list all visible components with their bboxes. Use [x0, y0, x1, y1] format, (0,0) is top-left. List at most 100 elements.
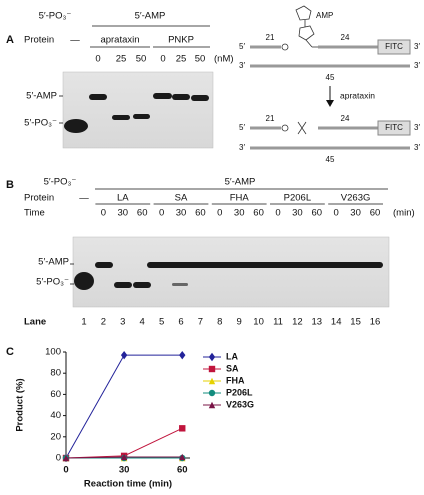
y-tick-label: 20 — [50, 431, 61, 442]
lane-number: 16 — [370, 317, 381, 328]
time: 30 — [176, 208, 187, 219]
x-tick-label: 30 — [119, 465, 130, 476]
lane-number: 5 — [159, 317, 164, 328]
lane-number: 11 — [273, 317, 283, 328]
gel-b — [72, 236, 390, 308]
legend-label: FHA — [226, 375, 245, 385]
length: 24 — [341, 33, 350, 42]
time: 30 — [118, 208, 129, 219]
dash: — — [79, 193, 89, 204]
group-label: V263G — [341, 193, 371, 204]
marker — [208, 352, 216, 362]
fitc-box — [377, 120, 411, 136]
length: 21 — [266, 114, 275, 123]
x-axis-label: Reaction time (min) — [84, 479, 172, 490]
marker — [120, 350, 128, 360]
marker — [208, 389, 216, 397]
marker — [62, 454, 70, 462]
time: 0 — [275, 208, 280, 219]
group-label: SA — [175, 193, 188, 204]
strand-end: 3′ — [414, 143, 420, 152]
time: 60 — [253, 208, 264, 219]
header-label: 5′-AMP — [225, 177, 256, 188]
group-label: aprataxin — [100, 35, 139, 46]
enzyme: aprataxin — [340, 90, 375, 100]
band-label: 5′-AMP — [38, 257, 69, 268]
fitc: FITC — [385, 123, 403, 132]
gel-a-bands — [64, 93, 209, 133]
length: 45 — [326, 155, 335, 164]
concentration: 50 — [136, 54, 147, 65]
concentration: 25 — [176, 54, 187, 65]
fitc-box — [377, 39, 411, 55]
time: 60 — [195, 208, 206, 219]
gel-a — [62, 71, 214, 149]
header-label: 5′-PO₃⁻ — [44, 177, 77, 188]
underlines — [59, 25, 388, 285]
row-label: Lane — [24, 317, 46, 328]
lane-number: 15 — [350, 317, 361, 328]
band-label: 5′-AMP — [26, 91, 57, 102]
y-tick-label: 60 — [50, 389, 61, 400]
legend-label: V263G — [226, 399, 254, 409]
lane-number: 2 — [101, 317, 106, 328]
row-label: Protein — [24, 35, 54, 46]
marker — [208, 377, 216, 385]
length: 21 — [266, 33, 275, 42]
header-label: 5′-AMP — [135, 11, 166, 22]
time: 60 — [137, 208, 148, 219]
length: 24 — [341, 114, 350, 123]
lane-number: 13 — [312, 317, 323, 328]
legend-label: P206L — [226, 387, 253, 397]
lane-number: 7 — [198, 317, 203, 328]
fitc: FITC — [385, 42, 403, 51]
time: 60 — [312, 208, 323, 219]
lane-number: 9 — [237, 317, 242, 328]
marker — [208, 365, 216, 373]
lane-number: 10 — [253, 317, 264, 328]
legend-label: LA — [226, 351, 238, 361]
marker — [208, 401, 216, 409]
concentration: 25 — [116, 54, 127, 65]
time: 30 — [350, 208, 361, 219]
group-label: PNKP — [168, 35, 194, 46]
time: 30 — [292, 208, 303, 219]
concentration: 0 — [160, 54, 165, 65]
time: 0 — [334, 208, 339, 219]
time: 30 — [234, 208, 245, 219]
lane-number: 8 — [217, 317, 222, 328]
y-axis-label: Product (%) — [15, 378, 26, 431]
strand-end: 3′ — [239, 61, 245, 70]
y-tick-label: 100 — [45, 347, 61, 358]
time: 0 — [217, 208, 222, 219]
marker — [179, 453, 186, 461]
time: 0 — [159, 208, 164, 219]
x-tick-label: 60 — [177, 465, 188, 476]
header-label: 5′-PO₃⁻ — [39, 11, 72, 22]
diagram-chem — [281, 5, 318, 135]
band-label: 5′-PO₃⁻ — [24, 118, 57, 129]
strand-end: 5′ — [239, 42, 245, 51]
strand-end: 5′ — [239, 123, 245, 132]
unit: (min) — [393, 208, 415, 219]
strand-end: 3′ — [414, 123, 420, 132]
amp-label: AMP — [316, 11, 333, 20]
group-label: FHA — [230, 193, 250, 204]
marker — [179, 350, 186, 360]
gel-b-bands — [74, 262, 383, 290]
length: 45 — [326, 73, 335, 82]
y-tick-label: 40 — [50, 410, 61, 421]
y-tick-label: 80 — [50, 368, 61, 379]
lane-number: 12 — [292, 317, 303, 328]
panel-label: A — [6, 34, 14, 46]
band-label: 5′-PO₃⁻ — [36, 277, 69, 288]
y-tick-label: 0 — [56, 453, 61, 464]
concentration: 50 — [195, 54, 206, 65]
x-tick-label: 0 — [63, 465, 68, 476]
panel-label: B — [6, 179, 14, 191]
strand-end: 3′ — [414, 42, 420, 51]
diagram-strands — [250, 45, 410, 150]
group-label: LA — [117, 193, 129, 204]
